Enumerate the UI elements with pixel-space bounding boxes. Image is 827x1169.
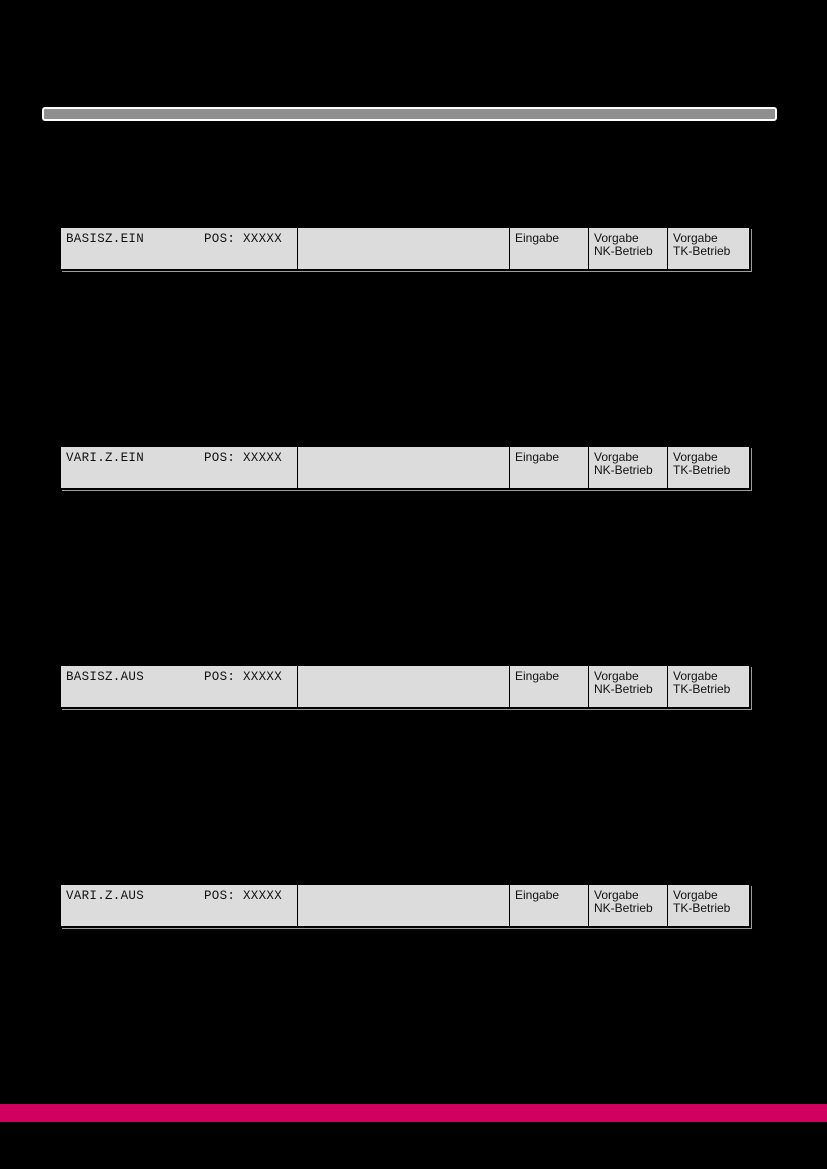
footer-accent-bar [0, 1104, 827, 1122]
empty-cell [297, 884, 510, 927]
screen-title-cell: VARI.Z.AUS POS: XXXXX [60, 884, 298, 927]
position-field: POS: XXXXX [204, 232, 283, 246]
screen-title-cell: VARI.Z.EIN POS: XXXXX [60, 446, 298, 489]
col-header-vorgabe-nk: Vorgabe NK-Betrieb [588, 446, 668, 489]
position-field: POS: XXXXX [204, 889, 283, 903]
param-table-vari-z-ein: VARI.Z.EIN POS: XXXXX Eingabe Vorgabe NK-… [60, 446, 750, 489]
param-table-basisz-aus: BASISZ.AUS POS: XXXXX Eingabe Vorgabe NK-… [60, 665, 750, 708]
empty-cell [297, 665, 510, 708]
empty-cell [297, 227, 510, 270]
col-header-vorgabe-tk: Vorgabe TK-Betrieb [667, 884, 750, 927]
col-header-eingabe: Eingabe [509, 884, 589, 927]
screen-name: VARI.Z.AUS [66, 889, 145, 903]
col-header-vorgabe-nk: Vorgabe NK-Betrieb [588, 665, 668, 708]
empty-cell [297, 446, 510, 489]
table-row: BASISZ.AUS POS: XXXXX Eingabe Vorgabe NK-… [60, 665, 750, 708]
col-header-eingabe: Eingabe [509, 665, 589, 708]
table-row: VARI.Z.EIN POS: XXXXX Eingabe Vorgabe NK-… [60, 446, 750, 489]
col-header-vorgabe-tk: Vorgabe TK-Betrieb [667, 446, 750, 489]
col-header-eingabe: Eingabe [509, 446, 589, 489]
col-header-vorgabe-nk: Vorgabe NK-Betrieb [588, 227, 668, 270]
param-table-basisz-ein: BASISZ.EIN POS: XXXXX Eingabe Vorgabe NK-… [60, 227, 750, 270]
screen-title-cell: BASISZ.AUS POS: XXXXX [60, 665, 298, 708]
header-divider-rule [42, 107, 777, 121]
col-header-vorgabe-tk: Vorgabe TK-Betrieb [667, 227, 750, 270]
screen-name: BASISZ.EIN [66, 232, 145, 246]
screen-name: BASISZ.AUS [66, 670, 145, 684]
table-row: VARI.Z.AUS POS: XXXXX Eingabe Vorgabe NK-… [60, 884, 750, 927]
screen-title-cell: BASISZ.EIN POS: XXXXX [60, 227, 298, 270]
position-field: POS: XXXXX [204, 451, 283, 465]
col-header-eingabe: Eingabe [509, 227, 589, 270]
col-header-vorgabe-tk: Vorgabe TK-Betrieb [667, 665, 750, 708]
table-row: BASISZ.EIN POS: XXXXX Eingabe Vorgabe NK-… [60, 227, 750, 270]
col-header-vorgabe-nk: Vorgabe NK-Betrieb [588, 884, 668, 927]
screen-name: VARI.Z.EIN [66, 451, 145, 465]
param-table-vari-z-aus: VARI.Z.AUS POS: XXXXX Eingabe Vorgabe NK-… [60, 884, 750, 927]
position-field: POS: XXXXX [204, 670, 283, 684]
